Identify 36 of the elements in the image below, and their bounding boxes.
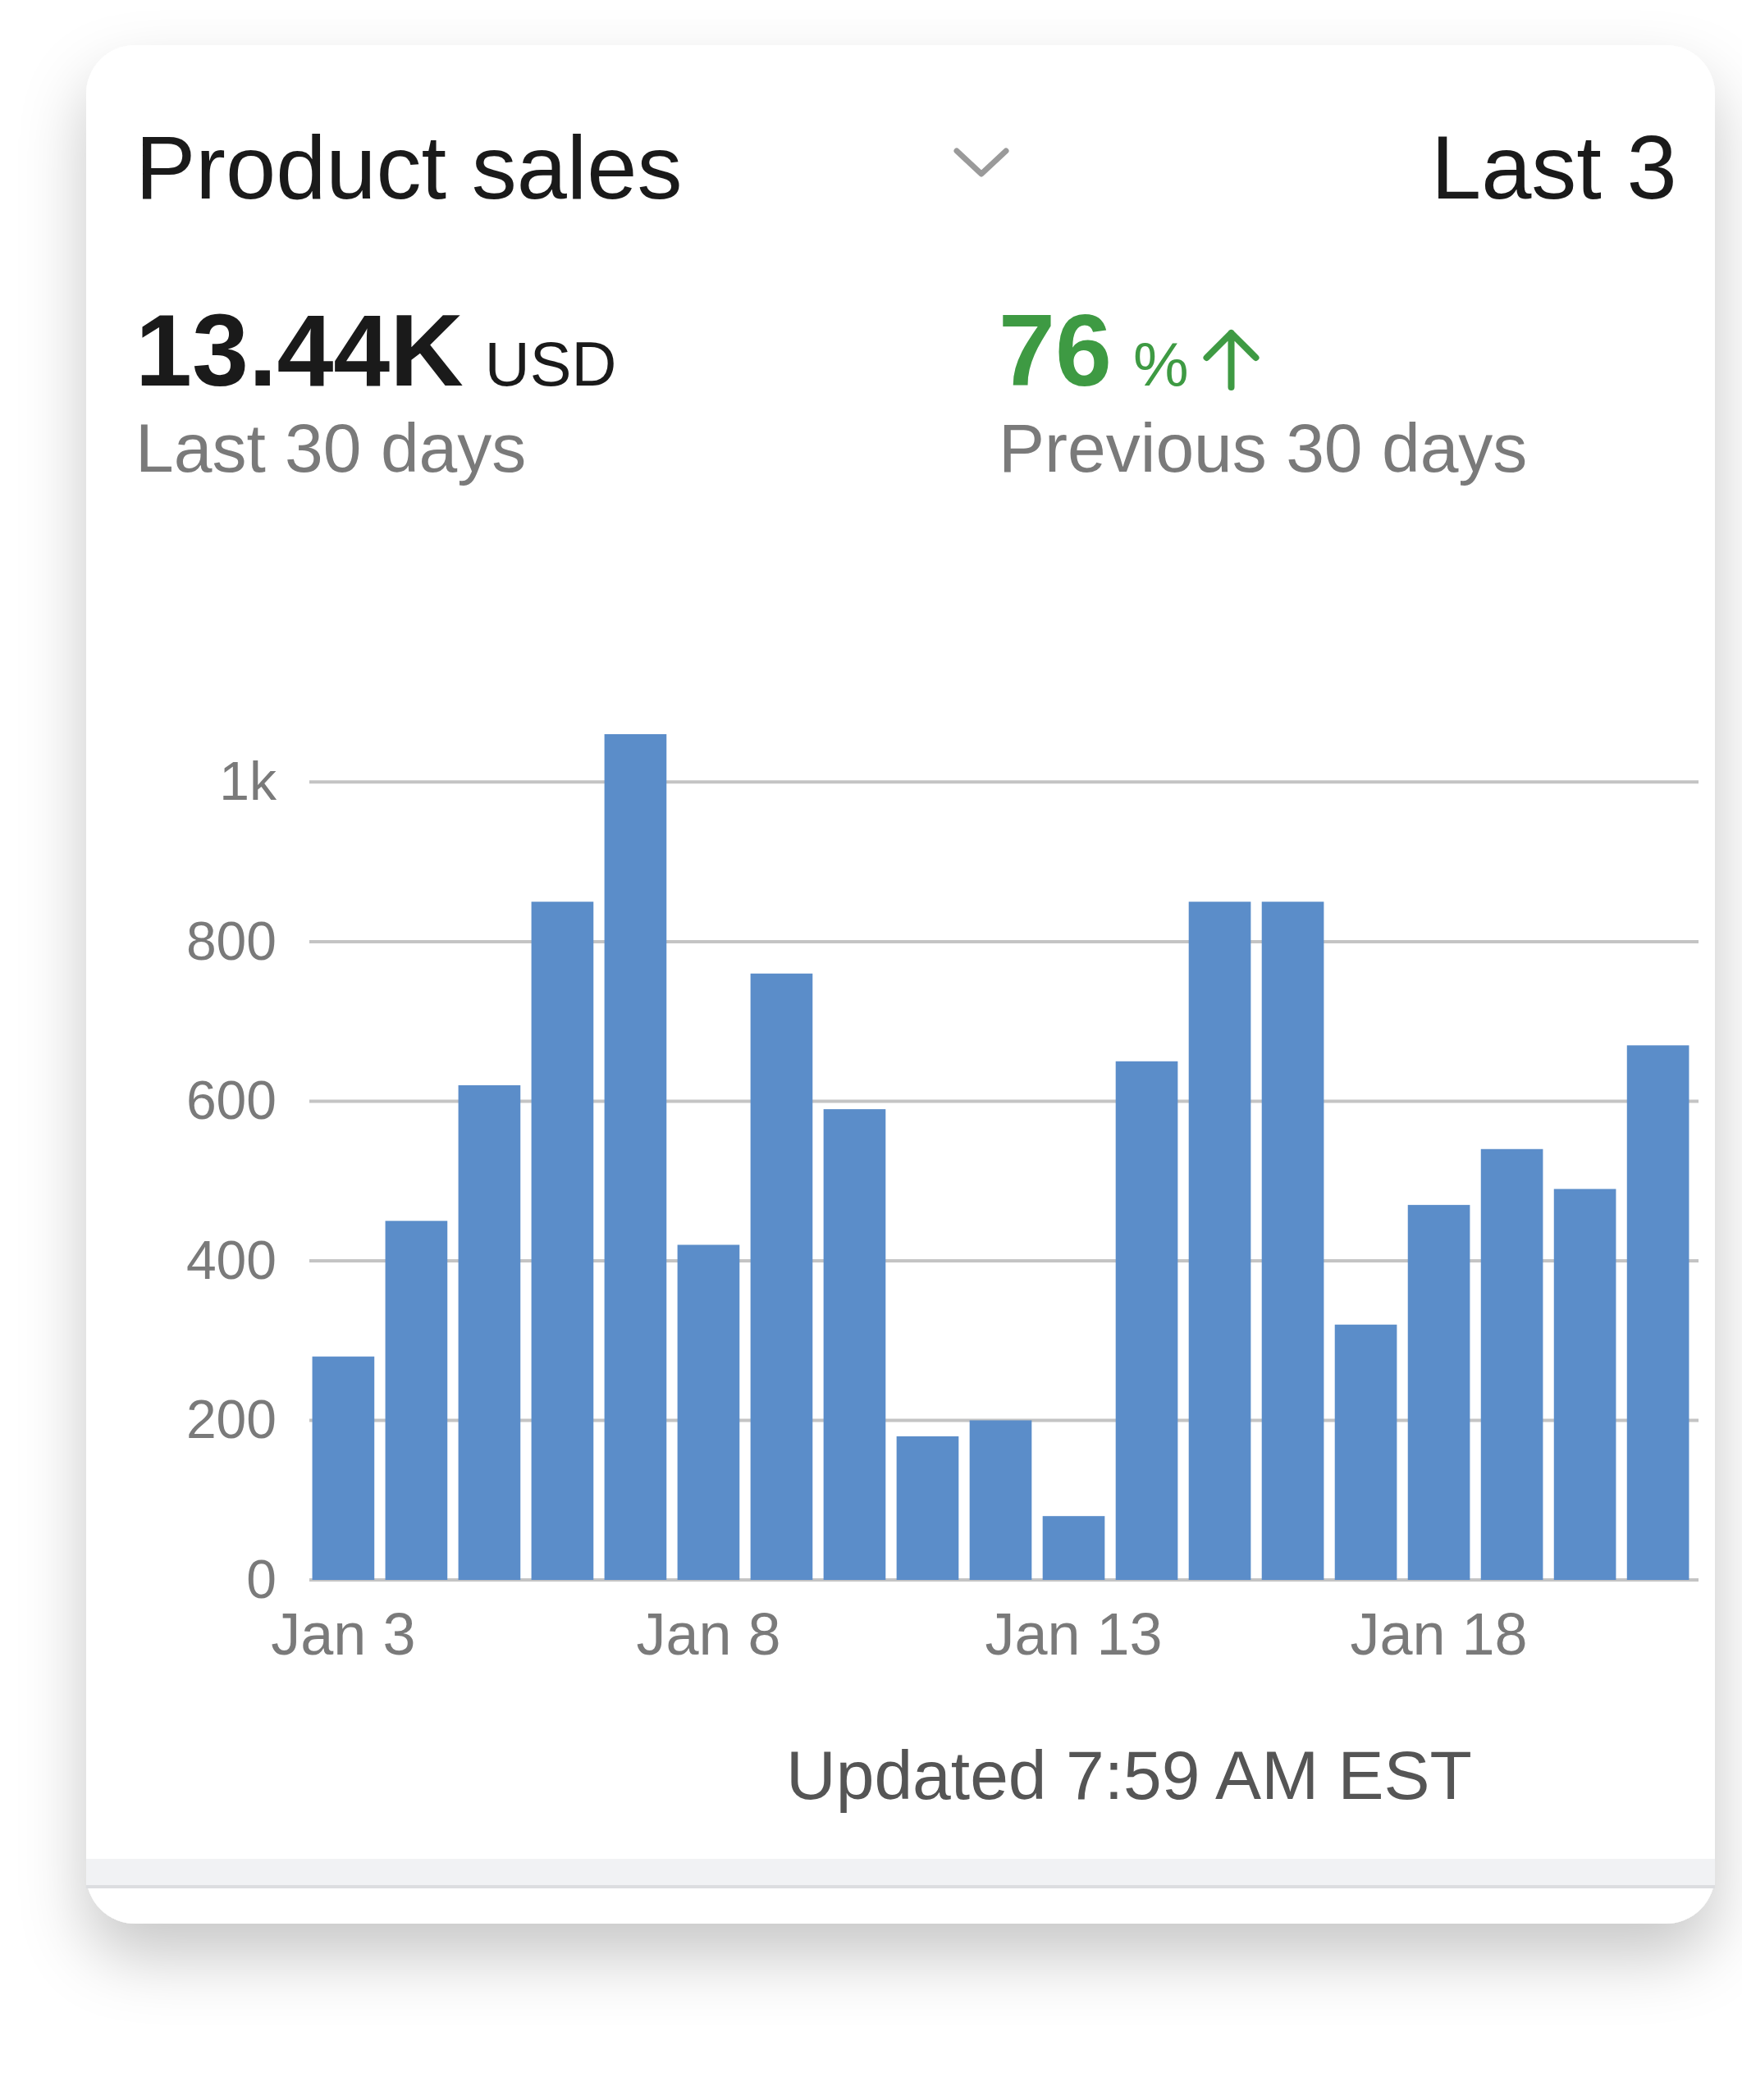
bar bbox=[969, 1420, 1032, 1580]
bar bbox=[1553, 1189, 1616, 1580]
bar bbox=[1480, 1148, 1543, 1580]
bar bbox=[531, 902, 594, 1580]
bar bbox=[385, 1221, 448, 1580]
text: 13.44K bbox=[135, 294, 464, 407]
text: USD bbox=[484, 329, 617, 399]
text: 76 bbox=[999, 294, 1112, 407]
y-tick-label: 600 bbox=[185, 1070, 277, 1131]
bar bbox=[458, 1084, 521, 1580]
bar bbox=[896, 1436, 959, 1580]
bar bbox=[677, 1244, 740, 1580]
bar bbox=[604, 734, 667, 1580]
bar bbox=[750, 973, 813, 1580]
bar bbox=[1042, 1516, 1105, 1580]
bar bbox=[1407, 1204, 1470, 1580]
y-tick-label: 400 bbox=[185, 1229, 277, 1290]
x-tick-label: Jan 8 bbox=[636, 1601, 781, 1668]
bar bbox=[1188, 902, 1251, 1580]
y-tick-label: 200 bbox=[185, 1389, 277, 1450]
text: Last 3 bbox=[1431, 116, 1677, 217]
bar bbox=[1261, 902, 1324, 1580]
text: Last 30 days bbox=[135, 409, 527, 486]
y-tick-label: 800 bbox=[185, 910, 277, 971]
bar bbox=[823, 1109, 886, 1580]
y-tick-label: 1k bbox=[219, 750, 277, 811]
chart-title: Product sales bbox=[135, 116, 683, 217]
bar bbox=[1334, 1324, 1397, 1580]
x-tick-label: Jan 18 bbox=[1350, 1601, 1528, 1668]
bar bbox=[312, 1356, 375, 1580]
text: Previous 30 days bbox=[999, 409, 1528, 486]
text: Updated 7:59 AM EST bbox=[786, 1737, 1472, 1814]
bar bbox=[1626, 1045, 1689, 1580]
x-tick-label: Jan 13 bbox=[985, 1601, 1163, 1668]
text: % bbox=[1132, 329, 1189, 399]
bar bbox=[1115, 1061, 1178, 1580]
